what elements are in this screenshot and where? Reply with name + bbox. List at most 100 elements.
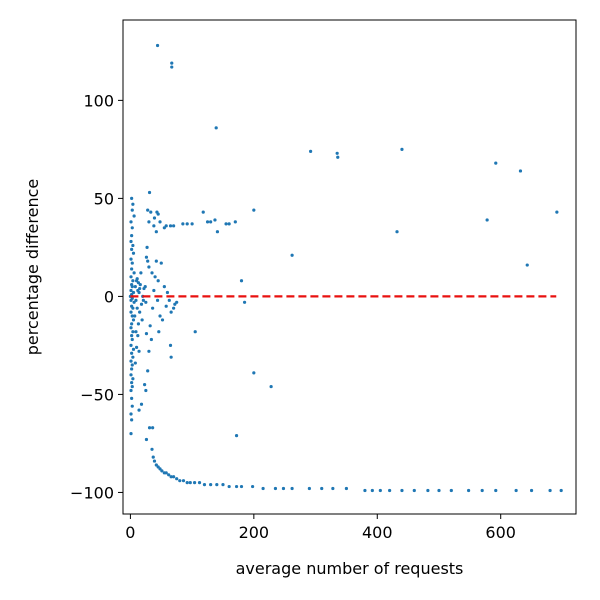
data-point [129, 310, 133, 314]
data-point [234, 484, 239, 489]
data-point [130, 337, 134, 342]
data-point [129, 388, 133, 393]
data-point [320, 486, 324, 491]
plot-frame [122, 19, 577, 515]
data-point [155, 43, 160, 48]
data-point [134, 298, 138, 302]
data-point [130, 396, 134, 400]
data-point [129, 220, 133, 224]
data-point [234, 433, 239, 438]
data-point [133, 285, 137, 289]
data-point [480, 488, 484, 493]
data-point [168, 343, 173, 348]
data-point [213, 218, 217, 222]
data-point [137, 408, 141, 412]
data-point [426, 488, 430, 493]
data-point [167, 473, 171, 477]
data-point [169, 475, 173, 479]
data-point [137, 290, 141, 295]
data-point [132, 271, 136, 275]
data-point [202, 483, 207, 487]
data-point [129, 359, 133, 363]
data-point [130, 247, 134, 251]
data-point [133, 361, 137, 365]
data-point [215, 230, 220, 234]
x-axis-label: average number of requests [236, 559, 464, 578]
data-point [167, 298, 171, 302]
data-point [157, 330, 161, 334]
data-point [344, 486, 349, 491]
data-point [131, 347, 136, 351]
data-point [130, 322, 134, 326]
data-point [185, 481, 189, 485]
data-point [261, 486, 265, 491]
data-point [290, 253, 294, 257]
data-point [130, 196, 134, 200]
data-point [146, 259, 150, 263]
data-point [252, 208, 256, 212]
data-point [147, 220, 151, 224]
data-point [221, 483, 225, 487]
data-point [129, 275, 133, 279]
data-point [131, 279, 135, 283]
data-point [336, 155, 340, 159]
data-point [555, 210, 559, 214]
data-point [181, 222, 185, 226]
data-point [172, 306, 176, 310]
data-point [130, 351, 134, 355]
data-point [151, 455, 155, 459]
data-point [137, 349, 141, 353]
data-point [154, 259, 158, 263]
data-point [147, 190, 152, 195]
data-point [158, 220, 162, 224]
data-point [290, 486, 294, 491]
data-point [131, 377, 135, 381]
data-point [146, 369, 150, 373]
data-point [129, 373, 133, 377]
data-point [144, 300, 148, 304]
data-point [281, 486, 286, 491]
data-point [130, 285, 134, 289]
data-point [153, 275, 157, 279]
data-point [400, 488, 404, 493]
data-point [239, 279, 244, 283]
data-points [128, 43, 563, 493]
data-point [134, 330, 138, 334]
y-axis-ticks: −100 −50 0 50 100 [70, 91, 123, 502]
data-point [138, 310, 142, 314]
data-point [152, 459, 157, 463]
data-point [151, 306, 155, 310]
data-point [251, 484, 255, 489]
data-point [518, 169, 523, 173]
data-point [331, 486, 335, 491]
x-tick-label: 400 [362, 523, 393, 542]
data-point [160, 469, 164, 473]
data-point [188, 481, 192, 485]
data-point [130, 381, 134, 385]
x-tick-label: 600 [485, 523, 516, 542]
y-axis-label: percentage difference [23, 179, 42, 356]
data-point [162, 285, 166, 289]
data-point [130, 334, 134, 338]
y-tick-label: −50 [80, 385, 114, 404]
data-point [170, 61, 174, 65]
data-point [548, 488, 552, 493]
data-point [130, 404, 134, 408]
data-point [130, 261, 134, 265]
data-point [156, 212, 160, 216]
data-point [129, 239, 133, 244]
data-point [192, 481, 197, 485]
data-point [136, 322, 141, 326]
data-point [159, 261, 163, 265]
data-point [175, 300, 179, 304]
y-tick-label: 0 [104, 287, 114, 306]
data-point [193, 330, 197, 334]
data-point [164, 304, 168, 308]
data-point [139, 402, 144, 406]
data-point [215, 483, 219, 487]
data-point [139, 302, 144, 306]
data-point [130, 267, 134, 271]
data-point [144, 332, 149, 336]
data-point [135, 306, 139, 310]
data-point [150, 271, 154, 275]
